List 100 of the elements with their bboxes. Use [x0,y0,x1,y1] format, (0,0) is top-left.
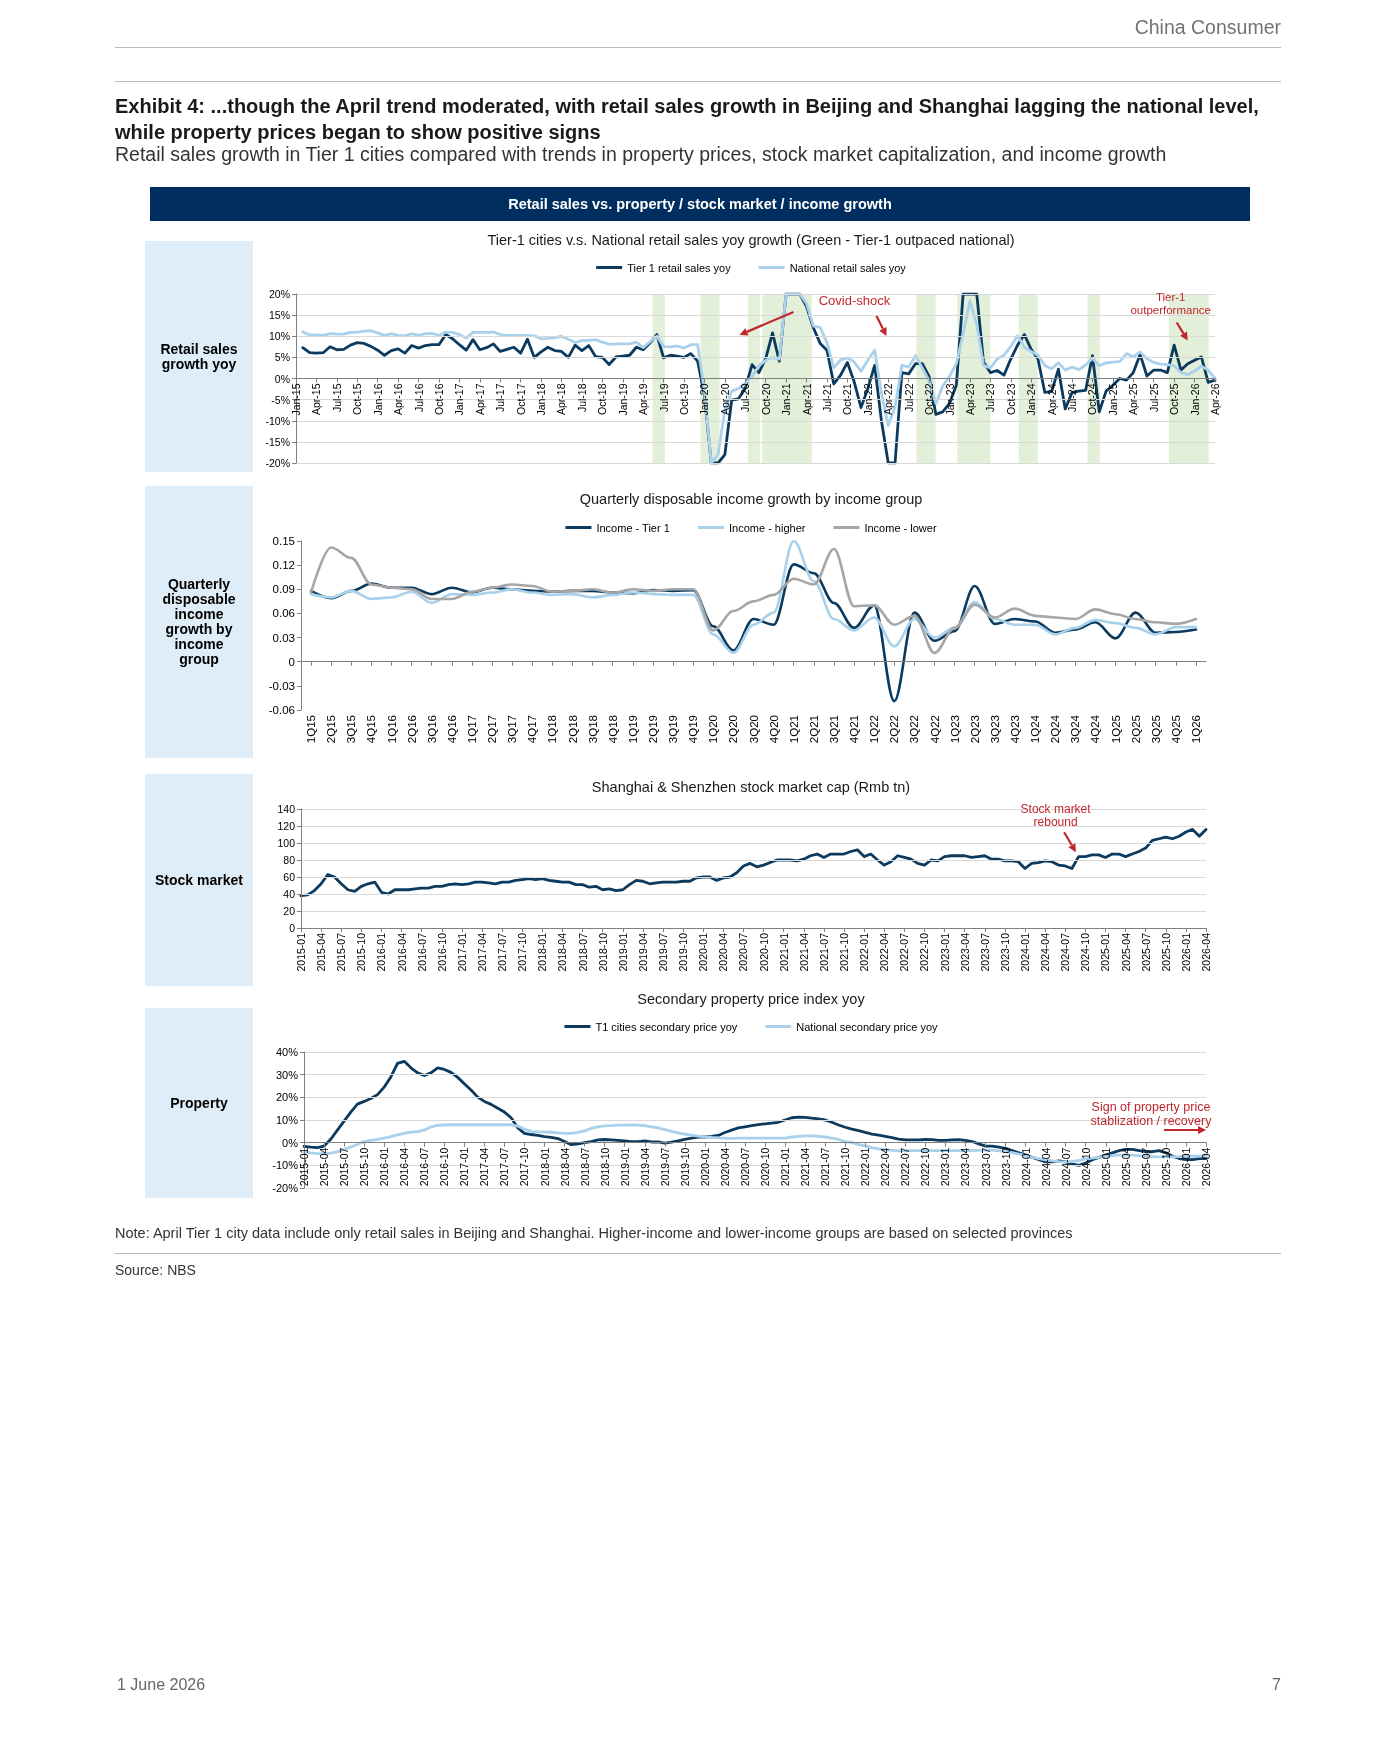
x-tick-label: 1Q16 [385,715,398,744]
x-tick-label: 2Q19 [646,715,659,744]
y-tick-label: 40% [275,1046,299,1058]
legend-label: Income - Tier 1 [596,521,670,534]
x-tick-label: 2023-01 [938,932,951,972]
x-tick-label: 2026-01 [1179,932,1192,972]
x-tick-label: Oct-25 [1168,383,1181,416]
x-tick-label: Jan-16 [371,383,384,416]
x-tick-label: 2016-10 [438,1147,451,1187]
x-tick-label: 2022-07 [898,932,911,972]
x-tick-label: 1Q26 [1189,715,1202,744]
x-tick-label: 2019-04 [636,932,649,972]
x-tick-label: 3Q15 [345,715,358,744]
x-tick-label: 2021-07 [817,932,830,972]
x-tick-label: 2018-07 [578,1147,591,1187]
y-tick-label: 0.06 [272,607,295,620]
x-tick-label: 2024-04 [1039,932,1052,972]
x-tick-label: 2020-10 [759,1147,772,1187]
x-tick-label: 2021-07 [819,1147,832,1187]
x-tick-label: 2023-10 [998,932,1011,972]
chart-title: Shanghai & Shenzhen stock market cap (Rmb tn) [591,778,911,795]
y-tick-label: 100 [277,837,296,849]
y-tick-label: 30% [275,1068,299,1081]
x-tick-label: 2024-10 [1079,932,1092,972]
x-tick-label: 1Q25 [1109,715,1122,744]
x-tick-label: 2023-04 [959,1147,972,1187]
x-tick-label: 3Q21 [827,715,840,744]
x-tick-label: 2020-04 [717,932,730,972]
x-tick-label: 2015-04 [318,1147,331,1187]
x-tick-label: 2024-07 [1059,1147,1072,1187]
y-axis-title: Quarterly disposable income growth by income group [161,576,237,667]
x-tick-label: 2025-01 [1099,1147,1112,1187]
x-tick-label: 2019-01 [618,1147,631,1187]
x-tick-label: 2Q25 [1129,715,1142,744]
y-tick-label: 140 [277,803,296,815]
x-tick-label: 2022-04 [878,932,891,972]
x-tick-label: Oct-22 [923,383,936,416]
y-tick-label: 80 [283,854,296,866]
x-tick-label: 2017-01 [455,932,468,972]
x-tick-label: 2019-04 [638,1147,651,1187]
x-tick-label: Apr-23 [963,383,976,416]
x-tick-label: 2020-01 [698,1147,711,1187]
x-tick-label: 2024-07 [1059,932,1072,972]
x-tick-label: 2018-07 [576,932,589,972]
x-tick-label: 3Q16 [425,715,438,744]
legend-label: National retail sales yoy [789,261,907,274]
x-tick-label: 1Q22 [868,715,881,744]
x-tick-label: Oct-20 [759,383,772,416]
x-tick-label: 2026-01 [1179,1147,1192,1187]
x-tick-label: 2Q18 [566,715,579,744]
x-tick-label: 2018-10 [598,1147,611,1187]
x-tick-label: 2016-04 [395,932,408,972]
x-tick-label: 2025-07 [1139,932,1152,972]
x-tick-label: Jan-24 [1025,383,1038,416]
y-tick-label: 0.12 [272,559,295,572]
x-tick-label: 2022-01 [858,932,871,972]
annotation: Sign of property price stablization / recovery [1089,1100,1213,1128]
x-tick-label: 3Q18 [586,715,599,744]
x-tick-label: Apr-21 [800,383,813,416]
x-tick-label: Jan-25 [1106,383,1119,416]
x-tick-label: 2020-10 [757,932,770,972]
x-tick-label: 2023-01 [939,1147,952,1187]
y-tick-label: 0.09 [272,583,295,596]
y-tick-label: 10% [275,1114,299,1126]
line-series [299,828,1208,898]
x-tick-label: 2026-04 [1200,932,1212,972]
x-tick-label: Apr-26 [1209,383,1221,416]
y-tick-label: 5% [274,351,290,364]
y-tick-label: -20% [272,1182,299,1194]
x-tick-label: 4Q25 [1169,715,1182,744]
y-tick-label: 60 [283,871,296,883]
x-tick-label: Jan-15 [290,383,302,416]
x-tick-label: 2016-10 [435,932,448,972]
x-tick-label: Jan-17 [453,383,466,416]
x-tick-label: Apr-22 [882,383,895,416]
x-tick-label: 2020-04 [718,1147,731,1187]
y-tick-label: 0.03 [272,631,295,644]
x-tick-label: 2018-04 [558,1147,571,1187]
x-tick-label: 2017-10 [518,1147,531,1187]
x-tick-label: 2Q17 [486,715,499,744]
y-tick-label: 0% [274,372,290,385]
y-tick-label: -10% [265,414,290,427]
x-tick-label: 4Q23 [1008,715,1021,744]
x-tick-label: 2022-10 [918,932,931,972]
x-tick-label: 4Q21 [848,715,861,744]
y-tick-label: 20 [283,905,296,917]
x-tick-label: Apr-20 [718,383,731,416]
x-tick-label: Oct-24 [1086,383,1099,416]
y-tick-label: 0 [288,655,295,668]
x-tick-label: 2025-01 [1099,932,1112,972]
y-tick-label: 20% [275,1091,299,1104]
annotation: Tier-1 outperformance [1129,290,1212,317]
y-tick-label: 0 [289,922,296,934]
x-tick-label: Jan-18 [535,383,548,416]
x-tick-label: Jul-24 [1066,383,1079,413]
x-tick-label: 2023-04 [958,932,971,972]
x-tick-label: 2015-07 [335,932,348,972]
x-tick-label: 4Q24 [1089,714,1102,744]
x-tick-label: Apr-25 [1127,383,1140,416]
x-tick-label: Oct-21 [841,383,854,416]
